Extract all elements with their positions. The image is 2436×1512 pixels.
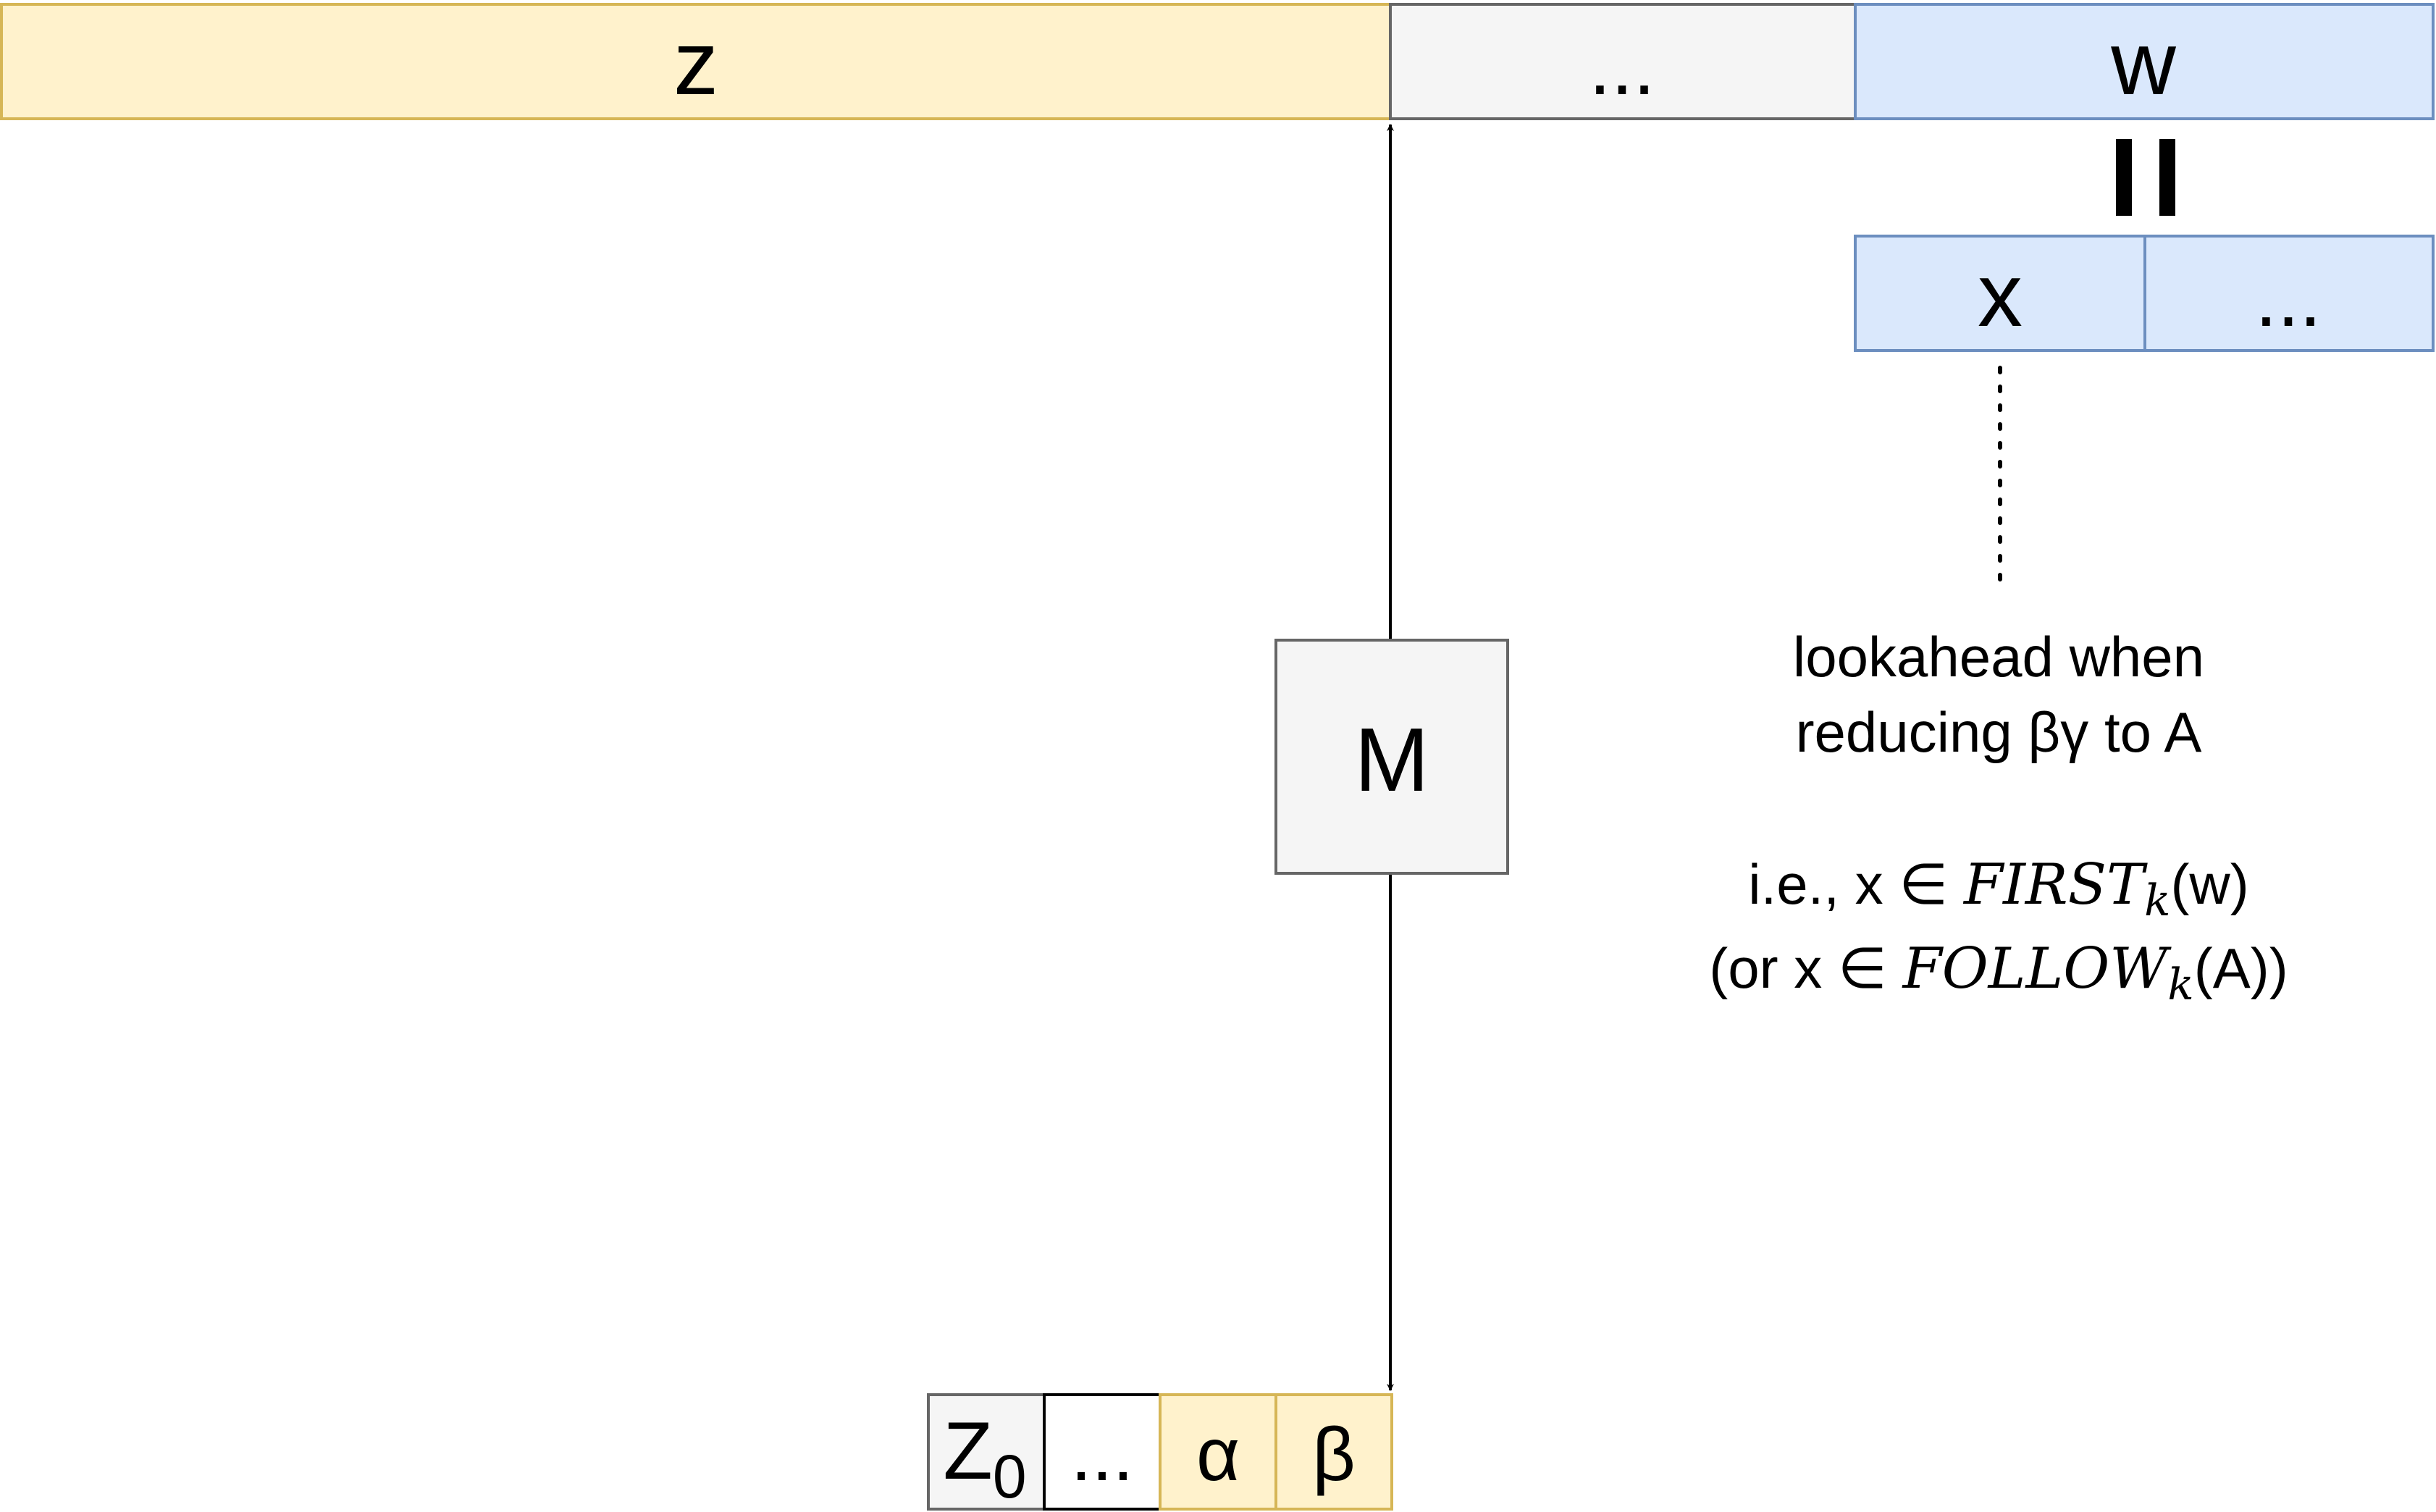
- annotation-line-2: reducing βγ to A: [1796, 700, 2202, 764]
- lookahead-cell-rest: [2143, 235, 2435, 352]
- annotation-line-3-func: FIRST: [1962, 852, 2148, 917]
- stack-cell-dots-label: ...: [1071, 1413, 1134, 1497]
- annotation-line-3: i.e., x ∈ FIRSTk(w): [1748, 852, 2248, 926]
- lookahead-tape: x ...: [1854, 235, 2435, 352]
- stack-z0-sub: 0: [993, 1442, 1027, 1511]
- stack: Z0 ... α β: [927, 1393, 1393, 1511]
- input-cell-middle: [1389, 3, 1857, 120]
- stack-cell-dots: [1043, 1393, 1162, 1511]
- stack-cell-alpha: [1159, 1393, 1277, 1511]
- equals-sign-text: =: [2143, 182, 2148, 190]
- stack-cell-beta: [1274, 1393, 1393, 1511]
- input-cell-w: [1854, 3, 2435, 120]
- annotation-line-3-prefix: i.e., x ∈: [1748, 852, 1964, 916]
- annotation-line-4: (or x ∈ FOLLOWk(A)): [1709, 936, 2288, 1010]
- stack-cell-beta-label: β: [1312, 1413, 1356, 1497]
- stack-z0-base: Z: [943, 1406, 992, 1496]
- annotation-line-4-prefix: (or x ∈: [1709, 936, 1902, 1000]
- annotation-line-4-func: FOLLOW: [1902, 936, 2172, 1001]
- annotation-line-3-sub: k: [2144, 875, 2170, 926]
- input-cell-middle-label: ...: [1589, 22, 1655, 112]
- lookahead-annotation: lookahead when reducing βγ to A i.e., x …: [1709, 625, 2288, 1010]
- annotation-line-1: lookahead when: [1793, 625, 2204, 689]
- control-unit-box: [1274, 639, 1509, 875]
- input-cell-z-label: z: [673, 14, 718, 114]
- input-tape: z ... w: [0, 3, 2435, 120]
- stack-cell-alpha-label: α: [1196, 1413, 1240, 1497]
- annotation-line-3-suffix: (w): [2170, 852, 2248, 916]
- annotation-line-4-suffix: (A)): [2194, 936, 2288, 1000]
- equals-bar-right: [2159, 139, 2175, 216]
- equals-bar-left: [2116, 139, 2132, 216]
- stack-cell-z0: [927, 1393, 1046, 1511]
- lookahead-cell-x-label: x: [1978, 245, 2023, 345]
- input-cell-w-label: w: [2110, 14, 2176, 114]
- control-unit-label: M: [1354, 710, 1429, 810]
- annotation-line-4-sub: k: [2167, 959, 2193, 1010]
- input-cell-z: [0, 3, 1392, 120]
- lookahead-cell-rest-label: ...: [2255, 254, 2322, 343]
- stack-cell-z0-label: Z0: [943, 1406, 1026, 1511]
- equals-sign: =: [2116, 139, 2175, 216]
- control-unit: M: [1274, 639, 1509, 875]
